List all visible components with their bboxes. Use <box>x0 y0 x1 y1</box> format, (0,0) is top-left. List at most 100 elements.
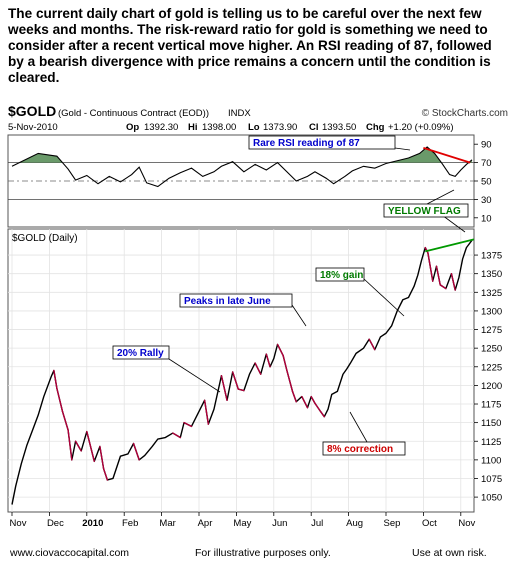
price-tick-label: 1050 <box>481 493 502 504</box>
x-tick-label: Feb <box>122 518 138 529</box>
price-panel <box>7 228 475 513</box>
price-tick-label: 1225 <box>481 362 502 373</box>
price-down-segment <box>282 354 288 372</box>
price-down-segment <box>86 430 95 463</box>
quote-cl-value: 1393.50 <box>322 122 356 133</box>
footer-disclaimer: For illustrative purposes only. <box>195 547 331 559</box>
x-tick-label: Sep <box>384 518 401 529</box>
price-down-segment <box>427 252 434 282</box>
price-down-segment <box>319 410 325 418</box>
price-down-segment <box>291 390 297 403</box>
rsi-lines <box>11 146 473 188</box>
chart-exchange: INDX <box>228 108 251 119</box>
price-down-segment <box>53 369 58 390</box>
price-tick-label: 1325 <box>481 288 502 299</box>
price-tick-label: 1150 <box>481 418 501 429</box>
price-down-segment <box>439 284 447 290</box>
peaks-box <box>179 293 293 308</box>
gold-chart: $GOLD (Gold - Continuous Contract (EOD))… <box>7 103 508 529</box>
rsi-tick-label: 30 <box>481 195 492 206</box>
price-down-segment <box>74 440 82 452</box>
rsi-tick-label: 10 <box>481 213 492 224</box>
quote-chg-label: Chg <box>366 122 385 133</box>
price-down-segment <box>56 387 64 413</box>
x-tick-label: May <box>233 518 251 529</box>
yellow-flag-text: YELLOW FLAG <box>388 206 461 217</box>
price-down-segment <box>286 369 294 393</box>
price-down-segment <box>183 421 193 428</box>
quote-lo-value: 1373.90 <box>263 122 297 133</box>
footer-risk: Use at own risk. <box>412 547 487 559</box>
x-tick-label: Jun <box>272 518 287 529</box>
price-grid <box>8 229 474 512</box>
price-tick-label: 1125 <box>481 437 501 448</box>
price-down-segment <box>203 399 210 425</box>
rally-box <box>112 345 170 360</box>
price-tick-label: 1175 <box>481 400 501 411</box>
price-down-segment <box>368 338 376 351</box>
x-axis-ticks: Nov Dec 2010 Feb Mar Apr May Jun Jul Aug Sep Oct Nov <box>10 512 475 529</box>
gold-price-line <box>11 239 473 505</box>
rsi-note-text: Rare RSI reading of 87 <box>253 138 360 149</box>
x-tick-label: Mar <box>159 518 175 529</box>
price-panel-label: $GOLD (Daily) <box>12 233 78 244</box>
price-tick-label: 1300 <box>481 306 502 317</box>
peaks-text: Peaks in late June <box>184 296 271 307</box>
price-down-segment <box>301 395 309 409</box>
chart-symbol-desc: (Gold - Continuous Contract (EOD)) <box>58 108 209 119</box>
rsi-y-ticks: 10 30 50 70 90 <box>474 140 492 224</box>
price-down-segment <box>310 395 316 404</box>
quote-op-value: 1392.30 <box>144 122 178 133</box>
price-tick-label: 1075 <box>481 474 502 485</box>
price-down-segment <box>220 375 228 401</box>
rsi-tick-label: 90 <box>481 140 492 151</box>
footer-website[interactable]: www.ciovaccocapital.com <box>10 547 130 559</box>
price-down-segment <box>132 442 140 461</box>
price-tick-label: 1250 <box>481 344 502 355</box>
price-down-segment <box>61 410 69 431</box>
chart-symbol: $GOLD <box>8 103 56 119</box>
price-down-segment <box>450 272 456 291</box>
price-down-segment <box>102 468 109 481</box>
correction-text: 8% correction <box>327 444 393 455</box>
quote-hi-label: Hi <box>188 122 198 133</box>
x-tick-label: Nov <box>458 518 475 529</box>
price-down-segment <box>265 353 271 368</box>
rsi-line <box>11 146 473 188</box>
rally-text: 20% Rally <box>117 348 164 359</box>
rsi-tick-label: 50 <box>481 177 492 188</box>
x-tick-label: Jul <box>311 518 323 529</box>
quote-lo-label: Lo <box>248 122 260 133</box>
gain-box <box>315 267 365 282</box>
quote-op-label: Op <box>126 122 139 133</box>
price-trend-line <box>425 238 475 253</box>
price-down-segment <box>254 362 262 375</box>
price-y-ticks: 1050 1075 1100 1125 1150 1175 1200 1225 1250 1275… <box>474 251 502 504</box>
price-down-segment <box>314 402 322 413</box>
correction-pointer <box>349 411 368 443</box>
annotations: Rare RSI reading of 87 YELLOW FLAG 18% g… <box>112 135 469 456</box>
yellow-flag-pointer <box>426 189 455 205</box>
rsi-note-box <box>248 135 396 150</box>
x-tick-label: Nov <box>10 518 27 529</box>
price-down-segment <box>435 265 441 286</box>
price-tick-label: 1100 <box>481 455 501 466</box>
peaks-pointer <box>291 304 307 327</box>
x-tick-label: Apr <box>198 518 213 529</box>
price-tick-label: 1275 <box>481 325 502 336</box>
price-down-segment <box>237 388 245 392</box>
stockcharts-logo: © StockCharts.com <box>422 108 508 119</box>
rsi-divergence-line <box>423 147 471 164</box>
x-tick-label: Aug <box>346 518 363 529</box>
price-down-segment <box>231 371 239 390</box>
price-tick-label: 1350 <box>481 269 502 280</box>
quote-chg-value: +1.20 (+0.09%) <box>388 122 454 133</box>
price-down-segment <box>172 432 182 439</box>
x-tick-label: Oct <box>422 518 437 529</box>
price-down-segment <box>67 429 73 461</box>
rsi-tick-label: 70 <box>481 158 492 169</box>
rsi-overbought-fill <box>389 146 442 163</box>
gain-pointer <box>363 278 405 317</box>
gain-text: 18% gain <box>320 270 363 281</box>
rsi-note-pointer <box>394 147 411 151</box>
